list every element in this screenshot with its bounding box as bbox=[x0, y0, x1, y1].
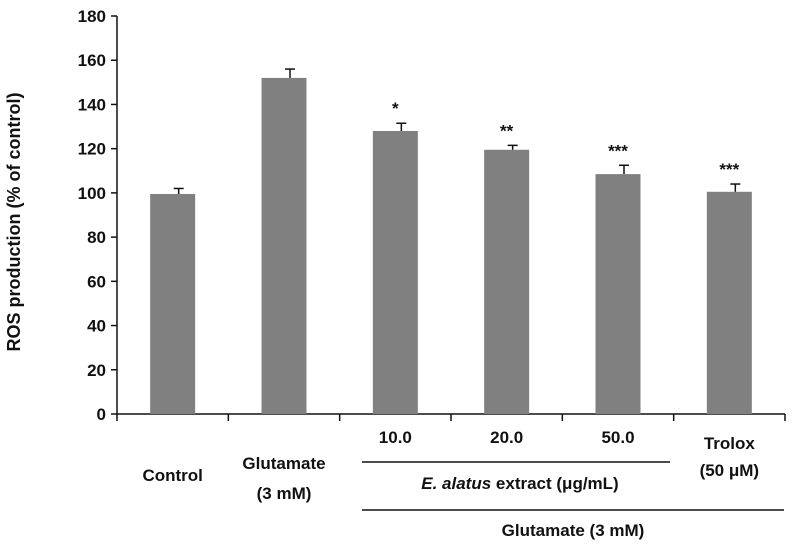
category-label-line2: (3 mM) bbox=[257, 484, 312, 503]
y-tick-label: 180 bbox=[78, 7, 106, 26]
category-labels: Control Glutamate (3 mM) 10.0 20.0 50.0 Trolox… bbox=[142, 428, 759, 503]
significance-marker: * bbox=[392, 99, 399, 118]
y-tick-label: 80 bbox=[87, 228, 106, 247]
extract-unit-text: extract (μg/mL) bbox=[491, 474, 619, 493]
significance-marker: ** bbox=[500, 121, 514, 140]
significance-markers: ********* bbox=[392, 99, 740, 179]
bar bbox=[372, 130, 418, 414]
category-label: Glutamate bbox=[242, 454, 325, 473]
error-bars bbox=[173, 68, 741, 194]
bar bbox=[150, 193, 196, 414]
bar bbox=[595, 174, 641, 414]
y-tick-label: 160 bbox=[78, 51, 106, 70]
y-axis-label: ROS production (% of control) bbox=[4, 93, 24, 352]
bars bbox=[150, 77, 752, 415]
y-tick-label: 20 bbox=[87, 361, 106, 380]
category-label: 10.0 bbox=[379, 428, 412, 447]
glutamate-group-label: Glutamate (3 mM) bbox=[502, 521, 645, 540]
y-tick-label: 0 bbox=[97, 405, 106, 424]
category-label-line2: (50 μM) bbox=[700, 461, 760, 480]
category-label: 20.0 bbox=[490, 428, 523, 447]
bar bbox=[261, 77, 307, 415]
category-label: 50.0 bbox=[601, 428, 634, 447]
category-label: Trolox bbox=[704, 434, 756, 453]
significance-marker: *** bbox=[608, 141, 628, 160]
category-label: Control bbox=[142, 466, 202, 485]
bar bbox=[484, 149, 530, 414]
y-tick-label: 100 bbox=[78, 184, 106, 203]
y-tick-label: 40 bbox=[87, 317, 106, 336]
extract-species-italic: E. alatus bbox=[421, 474, 491, 493]
bar bbox=[706, 191, 752, 414]
y-axis: 0 20 40 60 80 100 120 140 160 180 bbox=[78, 7, 118, 424]
y-tick-label: 140 bbox=[78, 95, 106, 114]
extract-group-label: E. alatus extract (μg/mL) bbox=[421, 474, 618, 493]
x-axis bbox=[116, 413, 786, 421]
y-tick-label: 60 bbox=[87, 272, 106, 291]
y-tick-label: 120 bbox=[78, 140, 106, 159]
significance-marker: *** bbox=[719, 160, 739, 179]
